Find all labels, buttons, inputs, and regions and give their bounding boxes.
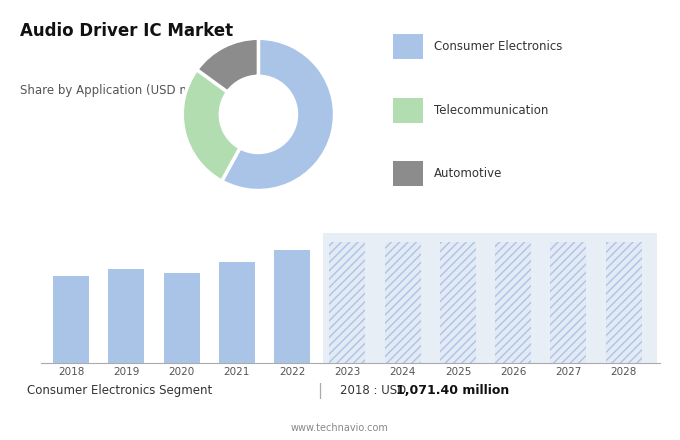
- Text: Telecommunication: Telecommunication: [435, 104, 549, 117]
- Wedge shape: [222, 38, 335, 191]
- Wedge shape: [197, 38, 258, 92]
- FancyBboxPatch shape: [394, 98, 423, 123]
- Bar: [330, 242, 365, 363]
- Text: Share by Application (USD million): Share by Application (USD million): [20, 84, 224, 97]
- Bar: [495, 242, 531, 363]
- Bar: [495, 242, 531, 363]
- Text: 1,071.40 million: 1,071.40 million: [396, 385, 510, 397]
- Bar: [551, 242, 586, 363]
- Text: |: |: [317, 383, 322, 399]
- Bar: [440, 242, 476, 363]
- Bar: [385, 242, 421, 363]
- Text: Consumer Electronics: Consumer Electronics: [435, 40, 563, 53]
- Wedge shape: [182, 70, 240, 181]
- Bar: [219, 262, 255, 363]
- Bar: [330, 242, 365, 363]
- Text: www.technavio.com: www.technavio.com: [291, 423, 389, 433]
- Bar: [606, 242, 642, 363]
- Text: 2018 : USD: 2018 : USD: [340, 385, 410, 397]
- Bar: [53, 276, 89, 363]
- Text: Audio Driver IC Market: Audio Driver IC Market: [20, 22, 233, 40]
- Bar: [385, 242, 421, 363]
- Text: Automotive: Automotive: [435, 167, 503, 180]
- Bar: [274, 250, 310, 363]
- Bar: [606, 242, 642, 363]
- Text: Consumer Electronics Segment: Consumer Electronics Segment: [27, 385, 212, 397]
- Bar: [164, 273, 200, 363]
- FancyBboxPatch shape: [394, 34, 423, 59]
- Bar: [322, 233, 657, 363]
- Bar: [109, 269, 144, 363]
- Bar: [440, 242, 476, 363]
- FancyBboxPatch shape: [394, 161, 423, 186]
- Bar: [551, 242, 586, 363]
